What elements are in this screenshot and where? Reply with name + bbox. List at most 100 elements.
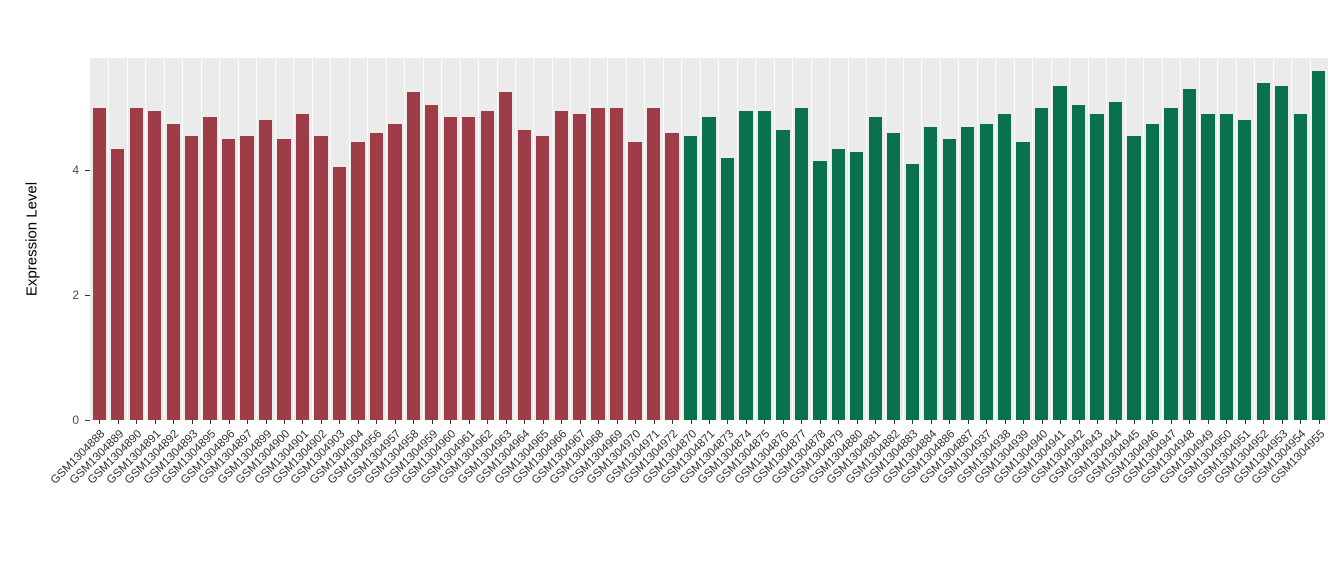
bar-GSM1304954 xyxy=(1293,114,1307,420)
x-tick-mark xyxy=(838,420,840,424)
gridline-vertical xyxy=(459,58,461,420)
bar-GSM1304965 xyxy=(536,136,550,420)
bar-GSM1304884 xyxy=(924,126,938,420)
x-tick-mark xyxy=(1226,420,1228,424)
gridline-vertical xyxy=(163,58,165,420)
gridline-vertical xyxy=(1013,58,1015,420)
bar-GSM1304873 xyxy=(720,157,735,420)
x-tick-mark xyxy=(1189,420,1191,424)
gridline-vertical xyxy=(274,58,276,420)
gridline-vertical xyxy=(367,58,369,420)
x-tick-mark xyxy=(154,420,156,424)
bar-GSM1304897 xyxy=(240,136,254,420)
gridline-vertical xyxy=(625,58,627,420)
x-tick-mark xyxy=(616,420,618,424)
gridline-vertical xyxy=(1291,58,1293,420)
gridline-vertical xyxy=(145,58,147,420)
gridline-vertical xyxy=(1087,58,1089,420)
gridline-vertical xyxy=(514,58,516,420)
gridline-vertical xyxy=(773,58,775,420)
x-tick-mark xyxy=(764,420,766,424)
gridline-vertical xyxy=(1069,58,1071,420)
bar-GSM1304969 xyxy=(609,107,624,420)
x-tick-mark xyxy=(1170,420,1172,424)
gridline-vertical xyxy=(1309,58,1311,420)
bar-GSM1304870 xyxy=(683,136,698,420)
gridline-vertical xyxy=(311,58,313,420)
plot-panel xyxy=(90,58,1328,420)
x-tick-mark xyxy=(228,420,230,424)
x-tick-mark xyxy=(1115,420,1117,424)
x-tick-mark xyxy=(672,420,674,424)
gridline-vertical xyxy=(348,58,350,420)
x-tick-mark xyxy=(1004,420,1006,424)
gridline-vertical xyxy=(441,58,443,420)
gridline-vertical xyxy=(551,58,553,420)
bar-GSM1304948 xyxy=(1182,89,1197,420)
bar-GSM1304942 xyxy=(1071,104,1086,420)
x-tick-mark xyxy=(542,420,544,424)
gridline-vertical xyxy=(939,58,941,420)
gridline-vertical xyxy=(662,58,664,420)
gridline-vertical xyxy=(256,58,258,420)
y-tick-label: 4 xyxy=(72,163,79,178)
bar-GSM1304943 xyxy=(1090,114,1104,420)
gridline-vertical xyxy=(1143,58,1145,420)
x-tick-mark xyxy=(320,420,322,424)
bar-GSM1304966 xyxy=(554,111,568,420)
gridline-vertical xyxy=(1217,58,1219,420)
bar-GSM1304949 xyxy=(1201,114,1215,420)
gridline-vertical xyxy=(829,58,831,420)
bar-GSM1304967 xyxy=(573,114,587,420)
bar-GSM1304958 xyxy=(406,92,420,420)
x-tick-mark xyxy=(1152,420,1154,424)
x-tick-mark xyxy=(1207,420,1209,424)
x-tick-mark xyxy=(265,420,267,424)
gridline-vertical xyxy=(736,58,738,420)
x-tick-mark xyxy=(1078,420,1080,424)
bar-GSM1304946 xyxy=(1145,123,1160,420)
x-tick-mark xyxy=(247,420,249,424)
x-tick-mark xyxy=(1244,420,1246,424)
gridline-vertical xyxy=(293,58,295,420)
bar-GSM1304951 xyxy=(1238,120,1252,420)
x-tick-mark xyxy=(930,420,932,424)
x-tick-mark xyxy=(210,420,212,424)
y-tick-mark xyxy=(85,295,90,297)
x-tick-mark xyxy=(727,420,729,424)
x-tick-mark xyxy=(598,420,600,424)
x-tick-mark xyxy=(450,420,452,424)
gridline-vertical xyxy=(976,58,978,420)
bar-GSM1304961 xyxy=(462,117,476,420)
gridline-vertical xyxy=(866,58,868,420)
bar-GSM1304871 xyxy=(702,117,716,420)
x-tick-mark xyxy=(394,420,396,424)
gridline-vertical xyxy=(1032,58,1034,420)
gridline-vertical xyxy=(404,58,406,420)
gridline-vertical xyxy=(1198,58,1200,420)
x-tick-mark xyxy=(875,420,877,424)
x-tick-mark xyxy=(561,420,563,424)
x-tick-mark xyxy=(1300,420,1302,424)
x-tick-mark xyxy=(1281,420,1283,424)
gridline-vertical xyxy=(681,58,683,420)
bar-GSM1304947 xyxy=(1164,107,1178,420)
bar-GSM1304970 xyxy=(628,142,642,420)
gridline-vertical xyxy=(1254,58,1256,420)
y-tick-label: 0 xyxy=(72,413,79,427)
gridline-vertical xyxy=(496,58,498,420)
bar-GSM1304940 xyxy=(1034,107,1049,420)
x-tick-mark xyxy=(579,420,581,424)
x-tick-mark xyxy=(635,420,637,424)
gridline-vertical xyxy=(810,58,812,420)
x-tick-mark xyxy=(745,420,747,424)
bar-GSM1304877 xyxy=(794,107,809,420)
gridline-vertical xyxy=(1161,58,1163,420)
y-axis: 0 2 4 xyxy=(0,58,90,427)
gridline-vertical xyxy=(182,58,184,420)
bar-GSM1304950 xyxy=(1219,114,1234,420)
bar-GSM1304881 xyxy=(868,117,882,420)
x-tick-mark xyxy=(339,420,341,424)
x-tick-mark xyxy=(191,420,193,424)
gridline-vertical xyxy=(1272,58,1274,420)
